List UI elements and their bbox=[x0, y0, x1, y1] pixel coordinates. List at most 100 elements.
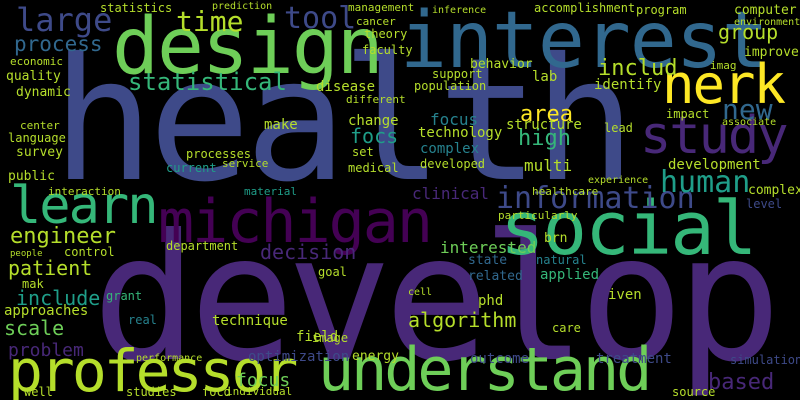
word-technique: technique bbox=[212, 313, 288, 329]
word-survey: survey bbox=[16, 145, 63, 160]
word-patient: patient bbox=[8, 256, 93, 280]
word-real: real bbox=[128, 313, 157, 327]
word-associate: associate bbox=[722, 117, 777, 128]
word-problem: problem bbox=[8, 340, 84, 361]
word-interest: interest bbox=[400, 0, 769, 86]
word-image: image bbox=[312, 331, 349, 345]
word-program: program bbox=[636, 3, 687, 17]
word-process: process bbox=[14, 32, 103, 56]
word-imag: imag bbox=[710, 59, 737, 72]
word-phd: phd bbox=[478, 293, 504, 309]
word-understand: understand bbox=[318, 335, 652, 400]
word-technology: technology bbox=[418, 125, 503, 141]
word-make: make bbox=[264, 117, 298, 133]
word-study: study bbox=[640, 106, 789, 166]
word-set: set bbox=[352, 145, 374, 159]
word-source: source bbox=[672, 385, 716, 399]
word-scale: scale bbox=[4, 316, 65, 340]
word-mak: mak bbox=[22, 277, 44, 291]
word-faculty: faculty bbox=[362, 43, 413, 57]
word-management: management bbox=[348, 1, 415, 14]
word-nerk: nerk bbox=[662, 53, 786, 116]
word-service: service bbox=[222, 157, 269, 170]
word-public: public bbox=[8, 169, 55, 184]
word-behavior: behavior bbox=[470, 57, 533, 72]
word-multi: multi bbox=[524, 156, 573, 175]
word-school: complex bbox=[748, 183, 800, 198]
word-change: change bbox=[348, 113, 399, 129]
word-identify: identify bbox=[594, 77, 662, 93]
word-lead: lead bbox=[604, 121, 633, 135]
word-statistical: statistical bbox=[128, 68, 287, 96]
word-energy: energy bbox=[352, 349, 399, 364]
word-impact: impact bbox=[666, 107, 710, 121]
word-social: social bbox=[500, 186, 757, 272]
word-material: material bbox=[244, 185, 297, 198]
word-inference: inference bbox=[432, 5, 487, 16]
word-goal: goal bbox=[318, 265, 347, 279]
word-development: development bbox=[668, 157, 761, 173]
word-field: field bbox=[296, 329, 339, 345]
word-professor: professor bbox=[8, 337, 298, 400]
word-grant: grant bbox=[106, 289, 143, 303]
word-tool: tool bbox=[284, 1, 357, 36]
word-different: different bbox=[346, 93, 406, 106]
word-dynamic: dynamic bbox=[16, 85, 71, 100]
word-based: based bbox=[708, 370, 775, 395]
word-engineer: engineer bbox=[10, 224, 116, 249]
word-focs: focs bbox=[350, 124, 399, 148]
word-structure: structure bbox=[506, 117, 582, 133]
word-studies: studies bbox=[126, 385, 177, 399]
word-care: care bbox=[552, 321, 581, 335]
word-medical: medical bbox=[348, 161, 399, 175]
word-developed: developed bbox=[420, 157, 486, 171]
word-department: department bbox=[166, 239, 239, 253]
word-center: center bbox=[20, 119, 60, 132]
word-focus: focus bbox=[430, 110, 479, 129]
word-optimization: optimization bbox=[248, 349, 350, 365]
word-time: time bbox=[176, 5, 244, 38]
word-processes: processes bbox=[186, 147, 252, 161]
word-control: control bbox=[64, 245, 115, 259]
word-performance: performance bbox=[136, 353, 203, 364]
word-focd: focd bbox=[202, 385, 231, 399]
word-theory: theory bbox=[364, 27, 408, 41]
word-interaction: interaction bbox=[48, 185, 121, 198]
word-prediction: prediction bbox=[212, 1, 273, 12]
word-statistics: statistics bbox=[100, 1, 173, 15]
word-project: focus bbox=[236, 370, 291, 391]
word-algorithm: algorithm bbox=[408, 308, 517, 332]
word-environment: environment bbox=[734, 17, 800, 28]
word-michigan: michigan bbox=[158, 187, 433, 257]
word-complex: complex bbox=[420, 141, 480, 157]
word-large: large bbox=[16, 1, 113, 39]
word-iven: iven bbox=[608, 287, 642, 303]
word-includ: includ bbox=[598, 56, 678, 81]
word-high: high bbox=[518, 126, 571, 151]
word-treatment: treatment bbox=[596, 351, 672, 367]
word-approaches: approaches bbox=[4, 303, 89, 319]
word-experience: experience bbox=[588, 175, 649, 186]
word-area: area bbox=[520, 102, 573, 127]
word-new: new bbox=[722, 93, 773, 126]
word-particularly: particularly bbox=[498, 209, 578, 222]
word-design: design bbox=[112, 2, 384, 92]
word-decision: decision bbox=[260, 240, 357, 264]
word-information: information bbox=[496, 181, 695, 216]
word-population: population bbox=[414, 79, 487, 93]
word-applied: applied bbox=[540, 267, 600, 283]
word-interested: interested bbox=[440, 238, 537, 257]
word-current: current bbox=[166, 161, 217, 175]
word-learn: learn bbox=[10, 176, 159, 236]
word-support: support bbox=[432, 67, 483, 81]
word-simulation: simulation bbox=[730, 353, 800, 367]
word-state: state bbox=[468, 253, 508, 268]
word-people: people bbox=[10, 249, 43, 259]
word-improve: improve bbox=[744, 45, 799, 60]
word-accomplishment: accomplishment bbox=[534, 1, 636, 15]
word-individual: individual bbox=[226, 385, 293, 398]
word-health: health bbox=[52, 22, 636, 220]
word-develop: develop bbox=[92, 198, 782, 400]
word-clinical: clinical bbox=[412, 184, 490, 203]
